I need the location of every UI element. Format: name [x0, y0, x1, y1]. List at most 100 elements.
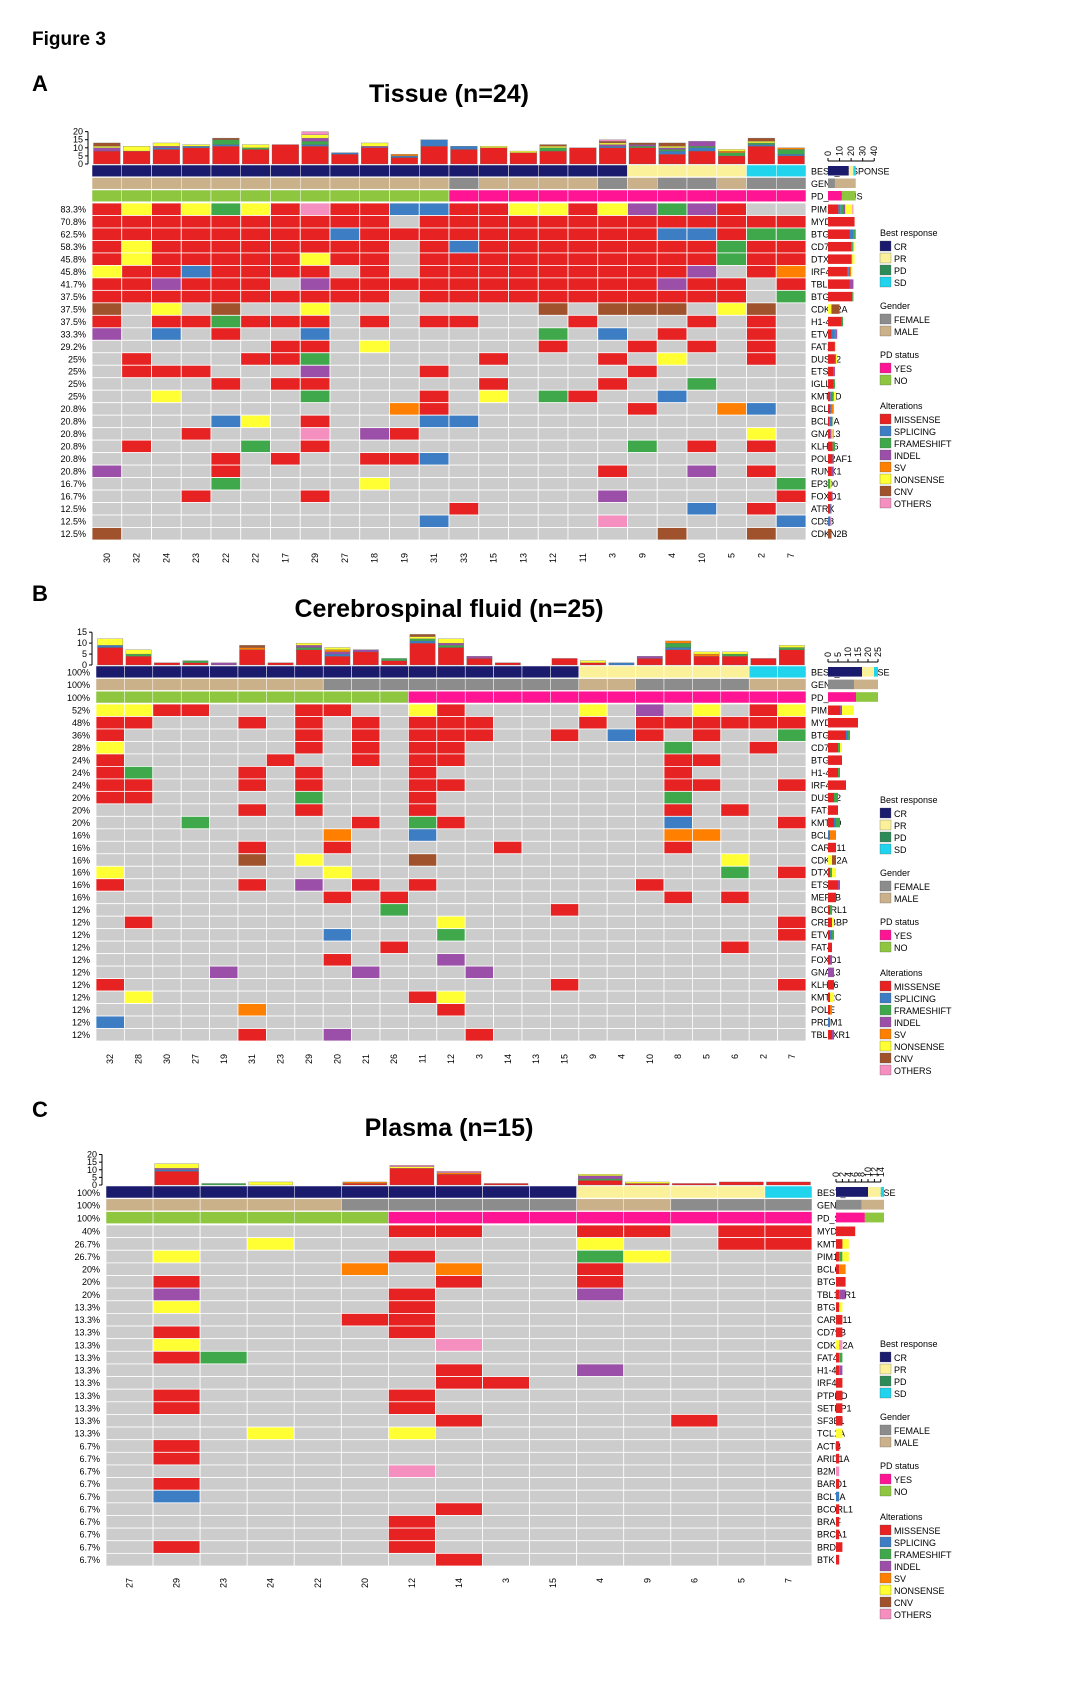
matrix-cell-empty: [124, 753, 154, 767]
matrix-cell-empty: [246, 1388, 295, 1403]
matrix-cell-empty: [389, 339, 420, 354]
sample-bar-segment: [352, 649, 379, 653]
matrix-cell-empty: [246, 1350, 295, 1365]
matrix-cell-empty: [493, 853, 523, 867]
legend-heading-response: Best response: [880, 228, 938, 238]
matrix-cell-empty: [521, 853, 551, 867]
sample-bar-segment: [324, 651, 351, 655]
annotation-cell: [359, 164, 390, 177]
matrix-cell-alteration: [340, 1262, 389, 1276]
matrix-cell-alteration: [91, 327, 123, 341]
gene-percent: 20.8%: [60, 429, 86, 439]
gene-label: EP300: [811, 479, 838, 489]
matrix-cell-empty: [777, 741, 807, 755]
matrix-cell-empty: [493, 978, 523, 992]
matrix-cell-empty: [389, 302, 420, 316]
legend-swatch: [879, 1375, 892, 1387]
gene-summary-segment: [836, 1289, 840, 1300]
matrix-cell-empty: [407, 1003, 438, 1017]
matrix-cell-empty: [606, 753, 637, 767]
legend-label: NO: [894, 1487, 908, 1497]
matrix-cell-empty: [329, 414, 361, 429]
matrix-cell-alteration: [537, 277, 569, 291]
gene-percent: 20.8%: [60, 467, 86, 477]
gene-summary-segment: [838, 742, 840, 753]
legend-swatch: [879, 325, 892, 337]
sample-id: 4: [667, 553, 677, 558]
matrix-cell-empty: [265, 1015, 296, 1029]
legend-swatch: [879, 1424, 892, 1436]
matrix-cell-alteration: [270, 377, 301, 391]
annotation-cell: [329, 189, 360, 202]
matrix-cell-empty: [105, 1401, 154, 1415]
matrix-cell-empty: [716, 364, 747, 379]
matrix-cell-alteration: [627, 277, 658, 291]
summary-annotation-segment: [841, 191, 856, 201]
matrix-cell-alteration: [237, 853, 267, 867]
gene-summary-segment: [828, 817, 834, 828]
matrix-cell-empty: [240, 502, 271, 516]
annotation-cell: [388, 1185, 436, 1199]
matrix-cell-empty: [340, 1363, 389, 1377]
matrix-cell-empty: [623, 1363, 672, 1377]
gene-percent: 6.7%: [79, 1479, 100, 1489]
matrix-cell-empty: [686, 477, 718, 491]
matrix-cell-empty: [521, 865, 551, 880]
sample-bar-segment: [569, 147, 597, 165]
matrix-cell-empty: [389, 215, 420, 229]
matrix-cell-empty: [340, 1338, 389, 1352]
legend-swatch: [879, 1016, 892, 1028]
matrix-cell-alteration: [180, 289, 212, 304]
matrix-cell-alteration: [124, 703, 154, 717]
matrix-cell-empty: [152, 766, 182, 780]
matrix-cell-empty: [508, 514, 539, 528]
matrix-cell-alteration: [716, 227, 747, 241]
sample-bar-segment: [154, 1168, 199, 1170]
matrix-cell-empty: [529, 1237, 578, 1251]
matrix-cell-alteration: [180, 240, 212, 254]
matrix-cell-empty: [270, 327, 301, 341]
matrix-cell-empty: [692, 903, 722, 917]
matrix-cell-empty: [478, 489, 509, 503]
gene-percent: 41.7%: [60, 279, 86, 289]
matrix-cell-alteration: [686, 265, 718, 279]
gene-summary-segment: [836, 1428, 843, 1439]
matrix-cell-empty: [329, 302, 361, 316]
matrix-cell-empty: [692, 928, 722, 942]
matrix-cell-alteration: [210, 452, 242, 466]
matrix-cell-empty: [623, 1414, 672, 1428]
matrix-cell-alteration: [775, 265, 807, 279]
annotation-cell: [351, 665, 381, 679]
matrix-cell-empty: [121, 377, 152, 391]
annotation-cell: [464, 690, 494, 704]
gene-percent: 29.2%: [60, 342, 86, 352]
gene-summary-segment: [841, 316, 844, 327]
gene-percent: 12%: [72, 993, 90, 1003]
matrix-cell-alteration: [537, 339, 569, 354]
matrix-cell-empty: [746, 389, 777, 404]
matrix-cell-empty: [152, 741, 182, 755]
matrix-cell-empty: [246, 1401, 295, 1415]
matrix-cell-empty: [576, 1401, 625, 1415]
matrix-cell-empty: [210, 389, 242, 404]
matrix-cell-empty: [340, 1489, 389, 1504]
matrix-cell-empty: [124, 928, 154, 942]
matrix-cell-empty: [389, 352, 420, 366]
matrix-cell-empty: [105, 1477, 154, 1491]
matrix-cell-empty: [777, 753, 807, 767]
matrix-cell-empty: [359, 439, 390, 454]
matrix-cell-empty: [623, 1401, 672, 1415]
annotation-cell: [359, 177, 390, 190]
sample-bar-segment: [766, 1181, 811, 1186]
matrix-cell-alteration: [151, 227, 182, 241]
matrix-cell-empty: [322, 778, 353, 792]
annotation-cell: [720, 690, 750, 704]
matrix-cell-empty: [656, 502, 688, 516]
gene-summary-segment: [830, 1005, 832, 1015]
matrix-cell-alteration: [351, 965, 381, 979]
matrix-cell-alteration: [576, 1275, 625, 1289]
sample-bar-segment: [390, 155, 418, 158]
matrix-cell-empty: [635, 828, 665, 842]
gene-label: KMT2D: [817, 1239, 848, 1249]
annotation-cell: [181, 177, 212, 190]
